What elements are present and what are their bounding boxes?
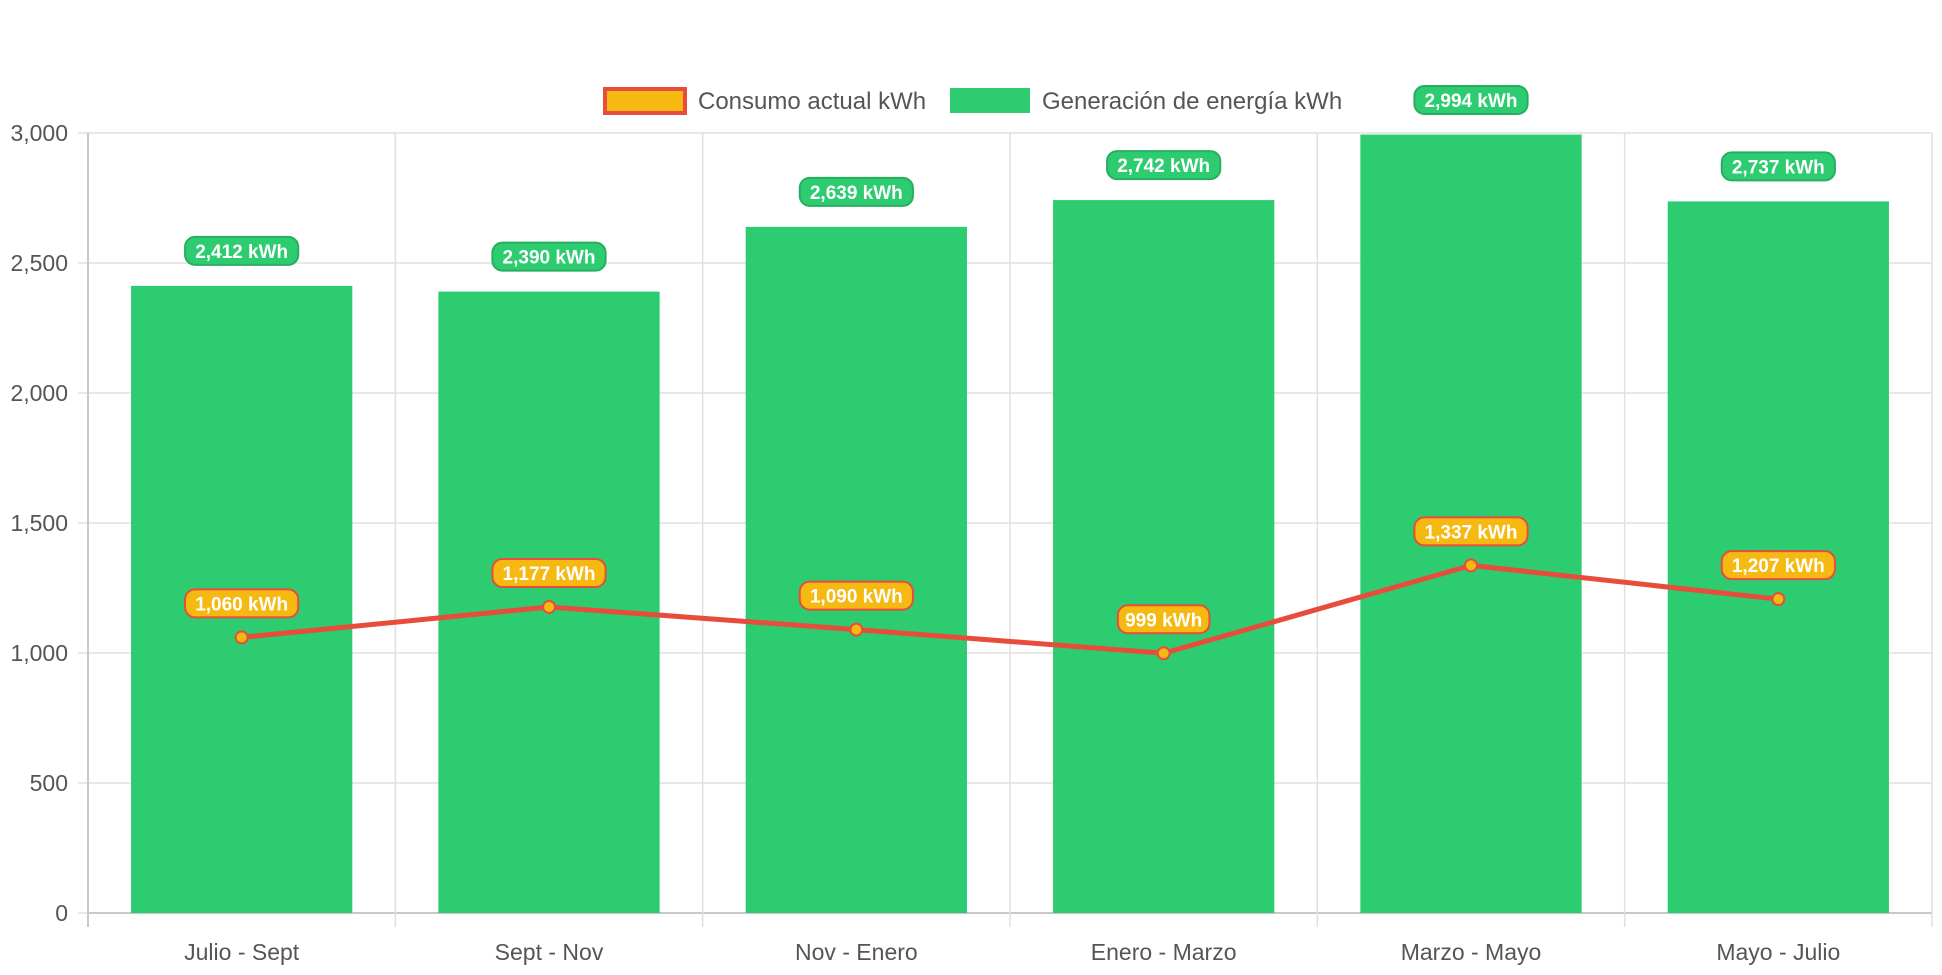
y-tick-label: 3,000 (10, 120, 68, 146)
data-label-text: 1,177 kWh (503, 564, 596, 585)
bar-series (131, 134, 1889, 914)
bar[interactable] (1053, 200, 1275, 913)
data-label: 999 kWh (1116, 604, 1211, 635)
data-label-text: 1,090 kWh (810, 587, 903, 608)
y-tick-label: 2,500 (10, 250, 68, 276)
line-point[interactable] (1771, 592, 1786, 607)
data-label-box (1720, 550, 1836, 581)
data-label-text: 2,412 kWh (195, 242, 288, 263)
data-label: 2,994 kWh (1413, 85, 1529, 115)
line-point[interactable] (1156, 646, 1171, 661)
data-label-box (1413, 85, 1529, 115)
data-label-box (184, 235, 300, 266)
data-label-text: 1,337 kWh (1425, 522, 1518, 543)
data-label-box (1720, 151, 1836, 182)
y-tick-label: 1,500 (10, 510, 68, 536)
data-label: 2,412 kWh (184, 235, 300, 266)
data-label: 1,060 kWh (184, 588, 300, 619)
grid-lines (78, 132, 1933, 927)
data-label: 1,090 kWh (798, 580, 914, 611)
data-label-text: 999 kWh (1125, 610, 1202, 631)
data-label-text: 2,639 kWh (810, 183, 903, 204)
data-label-box (184, 588, 300, 619)
data-label-text: 2,994 kWh (1425, 91, 1518, 112)
data-label: 2,639 kWh (798, 176, 914, 207)
x-tick-label: Enero - Marzo (1091, 939, 1237, 965)
legend-swatch-consumo (603, 87, 687, 115)
data-label-box (1116, 604, 1211, 635)
y-tick-label: 2,000 (10, 380, 68, 406)
data-label: 1,207 kWh (1720, 550, 1836, 581)
data-label-box (1413, 516, 1529, 547)
data-label-text: 2,390 kWh (503, 248, 596, 269)
legend-label-generacion[interactable]: Generación de energía kWh (1042, 88, 1342, 115)
data-label: 1,337 kWh (1413, 516, 1529, 547)
data-label: 1,177 kWh (491, 557, 607, 588)
data-label-box (491, 241, 607, 272)
data-label: 2,737 kWh (1720, 151, 1836, 182)
x-tick-label: Mayo - Julio (1716, 939, 1840, 965)
x-tick-label: Sept - Nov (495, 939, 604, 965)
bar[interactable] (745, 226, 967, 914)
y-tick-label: 500 (30, 770, 68, 796)
data-label-box (491, 557, 607, 588)
data-label-text: 2,737 kWh (1732, 157, 1825, 178)
data-label-text: 1,207 kWh (1732, 556, 1825, 577)
data-label-box (798, 176, 914, 207)
data-label: 2,742 kWh (1106, 150, 1222, 181)
line-point[interactable] (542, 599, 556, 614)
legend-swatch-generacion (950, 88, 1030, 113)
data-label-box (1106, 150, 1222, 181)
axis-labels: 0 500 1,000 1,500 2,000 2,500 3,000 Julio - Sep… (10, 120, 1840, 965)
legend[interactable]: Consumo actual kWh Generación de energía … (603, 87, 1342, 115)
data-label-text: 2,742 kWh (1117, 156, 1210, 177)
line-point[interactable] (1464, 558, 1478, 573)
data-label: 2,390 kWh (491, 241, 607, 272)
x-tick-label: Marzo - Mayo (1401, 939, 1542, 965)
line-point[interactable] (234, 630, 249, 645)
x-tick-label: Julio - Sept (184, 939, 300, 965)
line-point[interactable] (849, 622, 864, 637)
legend-label-consumo[interactable]: Consumo actual kWh (698, 88, 926, 115)
line-series (234, 558, 1786, 661)
data-label-text: 1,060 kWh (195, 594, 288, 615)
x-tick-label: Nov - Enero (795, 939, 918, 965)
y-tick-label: 0 (55, 900, 68, 926)
y-tick-label: 1,000 (10, 640, 68, 666)
data-label-box (798, 580, 914, 611)
consumption-line (239, 562, 1781, 656)
data-labels: 2,412 kWh 2,390 kWh 2,639 kWh 2,742 kWh 2,99… (184, 85, 1836, 635)
